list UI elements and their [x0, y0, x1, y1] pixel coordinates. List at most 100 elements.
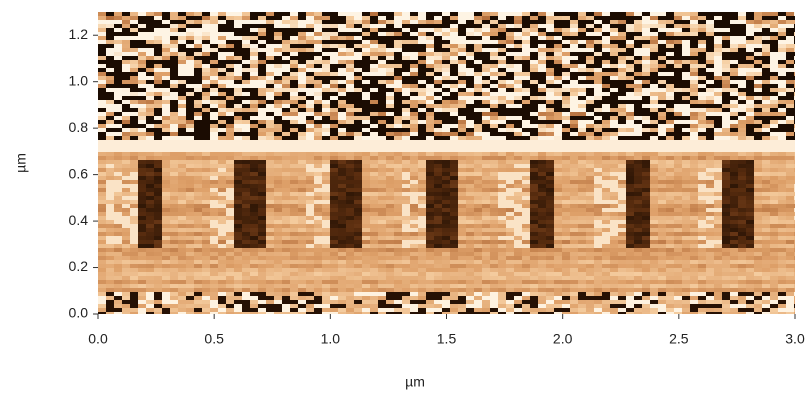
image-cell — [762, 16, 770, 20]
image-cell — [682, 76, 690, 80]
image-cell — [202, 136, 210, 140]
image-cell — [146, 144, 154, 148]
image-cell — [682, 32, 690, 36]
image-cell — [602, 56, 610, 60]
image-cell — [410, 108, 418, 112]
image-cell — [402, 80, 410, 84]
image-cell — [450, 232, 458, 236]
image-cell — [418, 228, 426, 232]
image-cell — [786, 228, 794, 232]
image-cell — [426, 120, 434, 124]
image-cell — [410, 16, 418, 20]
image-cell — [106, 172, 114, 176]
image-cell — [194, 148, 202, 152]
image-cell — [458, 160, 466, 164]
image-cell — [586, 136, 594, 140]
image-cell — [546, 208, 554, 212]
image-cell — [234, 156, 242, 160]
image-cell — [274, 64, 282, 68]
image-cell — [410, 148, 418, 152]
image-cell — [698, 184, 706, 188]
image-cell — [186, 176, 194, 180]
image-cell — [698, 48, 706, 52]
image-cell — [554, 132, 562, 136]
image-cell — [106, 164, 114, 168]
image-cell — [418, 64, 426, 68]
image-cell — [706, 28, 714, 32]
image-cell — [450, 180, 458, 184]
image-cell — [442, 124, 450, 128]
image-cell — [298, 212, 306, 216]
image-cell — [674, 40, 682, 44]
image-cell — [194, 100, 202, 104]
image-cell — [498, 148, 506, 152]
image-cell — [274, 104, 282, 108]
image-cell — [498, 236, 506, 240]
image-cell — [610, 100, 618, 104]
image-cell — [714, 224, 722, 228]
image-cell — [666, 32, 674, 36]
image-cell — [394, 104, 402, 108]
image-cell — [538, 236, 546, 240]
image-cell — [546, 224, 554, 228]
image-cell — [458, 112, 466, 116]
image-cell — [450, 100, 458, 104]
image-cell — [610, 68, 618, 72]
image-cell — [650, 136, 658, 140]
image-cell — [522, 96, 530, 100]
image-cell — [538, 92, 546, 96]
image-cell — [290, 192, 298, 196]
image-cell — [178, 228, 186, 232]
image-cell — [202, 148, 210, 152]
image-cell — [546, 184, 554, 188]
image-cell — [778, 192, 786, 196]
image-cell — [482, 164, 490, 168]
image-cell — [786, 168, 794, 172]
image-cell — [746, 104, 754, 108]
image-cell — [242, 184, 250, 188]
image-cell — [266, 108, 274, 112]
image-cell — [682, 188, 690, 192]
image-cell — [490, 156, 498, 160]
image-cell — [690, 128, 698, 132]
image-cell — [530, 96, 538, 100]
image-cell — [434, 28, 442, 32]
image-cell — [130, 44, 138, 48]
image-cell — [274, 180, 282, 184]
image-cell — [250, 32, 258, 36]
image-cell — [370, 136, 378, 140]
image-cell — [274, 188, 282, 192]
image-cell — [594, 24, 602, 28]
image-cell — [514, 228, 522, 232]
image-cell — [106, 148, 114, 152]
image-cell — [194, 52, 202, 56]
image-cell — [554, 24, 562, 28]
image-cell — [386, 92, 394, 96]
image-cell — [162, 36, 170, 40]
image-cell — [154, 232, 162, 236]
image-cell — [122, 164, 130, 168]
image-cell — [514, 188, 522, 192]
image-cell — [178, 184, 186, 188]
image-cell — [754, 12, 762, 16]
image-cell — [242, 156, 250, 160]
image-cell — [386, 32, 394, 36]
image-cell — [602, 172, 610, 176]
image-cell — [482, 112, 490, 116]
image-cell — [514, 132, 522, 136]
image-cell — [578, 180, 586, 184]
image-cell — [458, 220, 466, 224]
image-cell — [306, 40, 314, 44]
image-cell — [306, 48, 314, 52]
image-cell — [386, 16, 394, 20]
image-cell — [138, 136, 146, 140]
image-cell — [402, 184, 410, 188]
image-cell — [146, 224, 154, 228]
image-cell — [226, 16, 234, 20]
image-cell — [122, 212, 130, 216]
image-cell — [602, 48, 610, 52]
image-cell — [386, 236, 394, 240]
image-cell — [546, 180, 554, 184]
image-cell — [218, 220, 226, 224]
image-cell — [594, 92, 602, 96]
